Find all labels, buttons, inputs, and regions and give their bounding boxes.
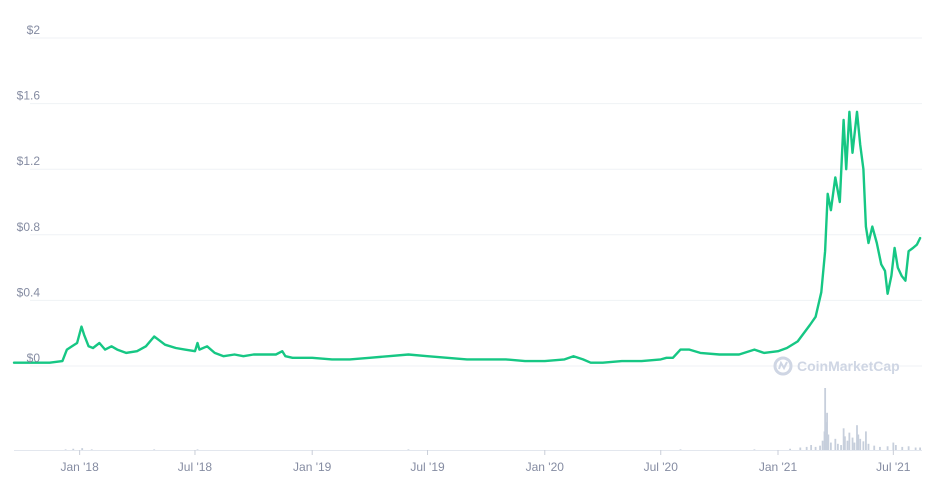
volume-bar [821, 440, 824, 450]
volume-bar [810, 445, 813, 450]
volume-bar [859, 438, 862, 450]
volume-bar [901, 446, 904, 450]
y-tick-label: $2 [27, 23, 41, 37]
volume-bar [843, 436, 846, 450]
volume-bar [799, 447, 802, 450]
y-tick-label: $1.2 [17, 154, 41, 168]
volume-bar [679, 449, 682, 450]
volume-bar [846, 440, 849, 450]
price-series-line [12, 110, 922, 364]
y-tick-label: $0.4 [17, 285, 41, 299]
volume-bar [196, 449, 199, 450]
volume-bar [879, 446, 881, 450]
grid [14, 37, 922, 451]
volume-bar [914, 447, 917, 450]
x-tick-label: Jul '19 [410, 460, 445, 474]
volume-bar [894, 445, 897, 450]
y-tick-label: $0 [27, 351, 41, 365]
y-tick-label: $0.8 [17, 220, 41, 234]
volume-bar [829, 442, 832, 450]
volume-bar [851, 437, 854, 450]
volume-bar [153, 449, 156, 450]
watermark-text: CoinMarketCap [797, 358, 900, 374]
volume-bar [819, 445, 821, 450]
x-tick-label: Jul '18 [178, 460, 213, 474]
volume-bar [824, 422, 827, 450]
volume-bar [814, 446, 817, 450]
volume-bar [853, 442, 856, 450]
watermark: CoinMarketCap [773, 356, 900, 376]
volume-bar [81, 448, 84, 450]
volume-bar [892, 442, 895, 450]
volume-bar [919, 447, 921, 450]
x-tick-label: Jan '20 [526, 460, 565, 474]
x-axis-labels: Jan '18 Jul '18 Jan '19 Jul '19 Jan '20 Jul '… [60, 450, 911, 474]
volume-bar [842, 428, 845, 450]
volume-bar [873, 445, 876, 450]
volume-bar [836, 443, 839, 450]
volume-bar [834, 438, 837, 450]
volume-bar [824, 388, 827, 450]
x-tick-label: Jan '18 [60, 460, 99, 474]
volume-bar [862, 441, 865, 450]
volume-bar [907, 446, 910, 450]
volume-bar [90, 449, 93, 450]
volume-bar [789, 448, 792, 450]
y-tick-label: $1.6 [17, 89, 41, 103]
volume-bar [856, 425, 858, 450]
volume-bar [840, 445, 842, 450]
volume-bar [848, 432, 851, 450]
volume-bar [827, 434, 830, 450]
volume-bar [826, 412, 828, 450]
volume-bars [64, 388, 921, 450]
volume-bar [64, 449, 67, 450]
x-tick-label: Jan '19 [293, 460, 332, 474]
volume-bar [886, 446, 889, 450]
volume-bar [805, 446, 808, 450]
x-tick-label: Jan '21 [759, 460, 798, 474]
x-tick-label: Jul '20 [644, 460, 679, 474]
y-axis-labels: $2 $1.6 $1.2 $0.8 $0.4 $0 [17, 23, 41, 365]
volume-bar [857, 434, 860, 450]
volume-bar [867, 443, 870, 450]
coinmarketcap-logo-icon [773, 356, 793, 376]
volume-bar [865, 431, 867, 450]
volume-bar [407, 449, 410, 450]
volume-bar [72, 448, 75, 450]
x-tick-label: Jul '21 [876, 460, 911, 474]
volume-bar [753, 449, 756, 450]
